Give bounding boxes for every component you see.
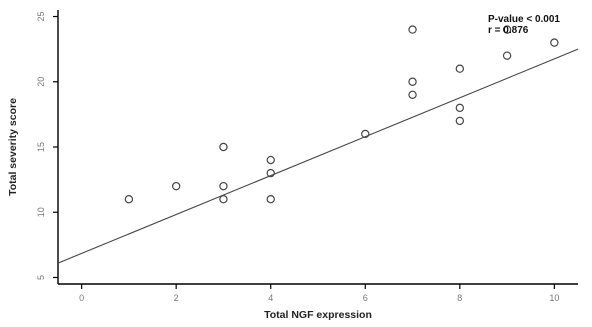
x-tick-label: 4: [268, 293, 273, 303]
data-points: [124, 25, 559, 204]
data-point: [219, 181, 228, 191]
data-point: [408, 90, 417, 100]
data-point: [266, 155, 275, 165]
x-axis: 0 2 4 6 8 10: [58, 283, 578, 303]
correlation-annotation: r = 0.876: [488, 25, 529, 36]
p-value-annotation: P-value < 0.001: [488, 14, 560, 25]
y-tick-label: 25: [36, 12, 46, 22]
x-tick-label: 10: [549, 293, 559, 303]
y-axis-title: Total severity score: [7, 98, 19, 196]
x-axis-title: Total NGF expression: [264, 309, 372, 321]
x-tick-label: 0: [79, 293, 84, 303]
data-point: [361, 129, 370, 139]
x-tick-label: 8: [457, 293, 462, 303]
data-point: [502, 25, 512, 34]
y-axis: 5 10 15 20 25: [36, 10, 59, 284]
regression-line-group: [57, 48, 579, 264]
y-tick-label: 15: [36, 142, 46, 152]
data-point: [550, 38, 559, 47]
data-point: [408, 77, 417, 86]
data-point: [266, 194, 275, 204]
data-point: [219, 194, 228, 204]
y-tick-label: 20: [36, 77, 46, 87]
y-tick-label: 10: [36, 207, 46, 217]
regression-line: [57, 48, 579, 264]
data-point: [455, 116, 465, 126]
data-point: [455, 64, 465, 73]
x-tick-label: 6: [363, 293, 368, 303]
data-point: [455, 103, 465, 113]
x-tick-label: 2: [174, 293, 179, 303]
data-point: [124, 194, 134, 204]
data-point: [408, 25, 417, 34]
data-point: [219, 142, 228, 152]
data-point: [171, 181, 181, 191]
y-tick-label: 5: [36, 275, 46, 280]
data-point: [502, 51, 512, 60]
data-point: [266, 168, 275, 178]
